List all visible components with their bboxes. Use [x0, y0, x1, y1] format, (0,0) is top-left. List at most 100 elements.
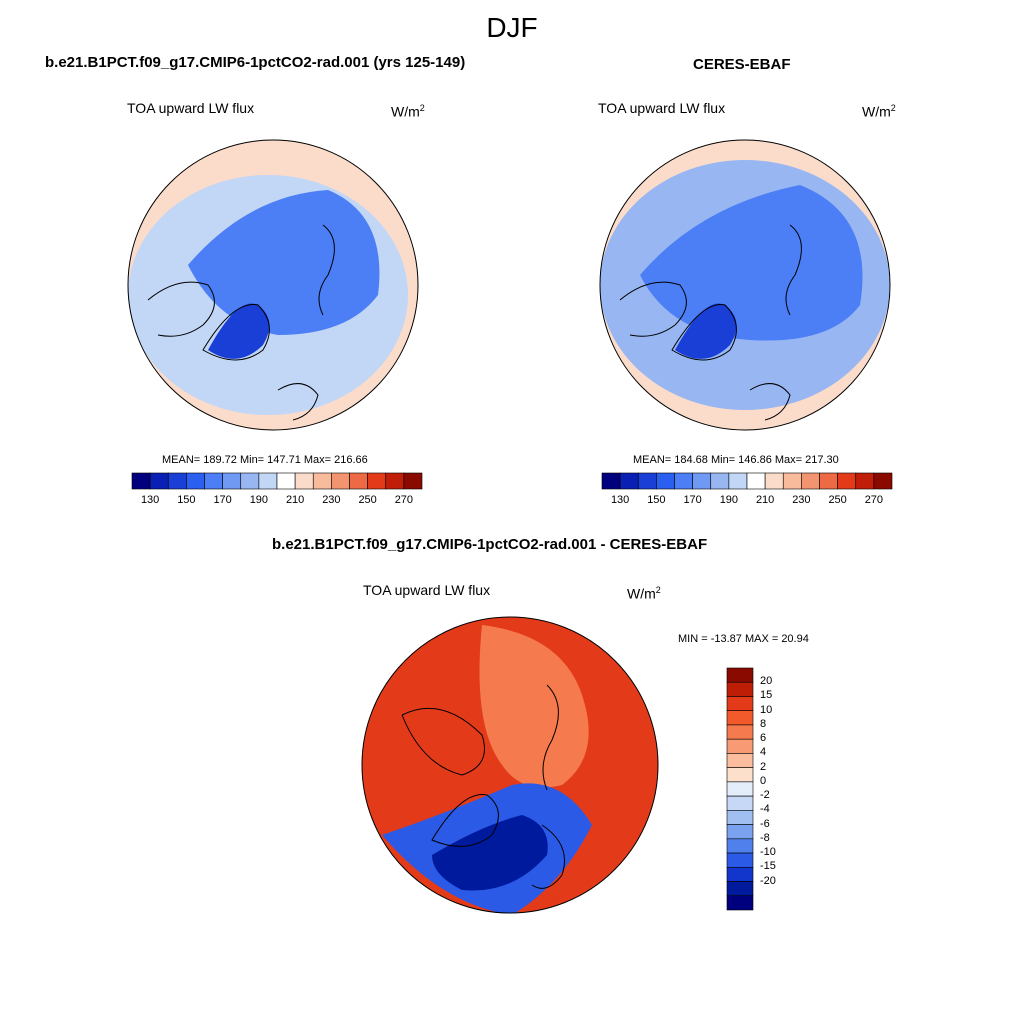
model-polar-map: [127, 139, 419, 431]
model-colorbar-swatch: [331, 472, 350, 490]
diff-colorbar-tick-label: 20: [760, 675, 773, 688]
model-colorbar-tick-label: 190: [249, 494, 269, 506]
model-variable-label: TOA upward LW flux: [127, 100, 255, 116]
season-title: DJF: [486, 12, 538, 43]
diff-colorbar-tick-label: 15: [760, 689, 773, 702]
diff-colorbar-swatch: [726, 667, 754, 683]
obs-polar-map: [599, 139, 891, 431]
obs-colorbar-tick-label: 270: [864, 494, 884, 506]
model-colorbar-swatch: [204, 472, 223, 490]
obs-colorbar-swatch: [764, 472, 784, 490]
obs-colorbar-labels: 130 150 170 190 210 230 250 270: [602, 494, 892, 508]
obs-colorbar-swatch: [674, 472, 693, 490]
obs-colorbar-tick-label: 130: [610, 494, 630, 506]
obs-coastlines: [619, 224, 802, 421]
model-colorbar-swatch: [149, 472, 169, 490]
model-colorbar: [131, 472, 423, 490]
obs-stats: MEAN= 184.68 Min= 146.86 Max= 217.30: [633, 454, 839, 466]
model-panel-title: b.e21.B1PCT.f09_g17.CMIP6-1pctCO2-rad.00…: [45, 54, 466, 71]
diff-colorbar-tick-label: -6: [760, 817, 770, 830]
model-map-border: [127, 139, 419, 431]
diff-colorbar-swatch: [726, 852, 754, 868]
diff-map-deep-cool-core: [432, 815, 548, 891]
model-colorbar-swatch: [294, 472, 314, 490]
diff-polar-map: [361, 616, 659, 914]
obs-colorbar-swatch: [801, 472, 820, 490]
model-colorbar-labels: 130 150 170 190 210 230 250 270: [132, 494, 422, 508]
diff-colorbar-swatch: [726, 738, 754, 754]
obs-colorbar-tick-label: 170: [683, 494, 702, 506]
obs-colorbar-tick-label: 250: [828, 494, 847, 506]
obs-colorbar-swatch: [819, 472, 838, 490]
diff-colorbar-tick-label: -15: [760, 860, 776, 873]
model-colorbar-swatch: [258, 472, 278, 490]
obs-colorbar-tick-label: 150: [647, 494, 666, 506]
model-colorbar-swatch: [385, 472, 405, 490]
model-colorbar-tick-label: 210: [285, 494, 305, 506]
model-map-arctic-low-field: [188, 190, 380, 335]
obs-colorbar: [601, 472, 893, 490]
diff-colorbar-tick-label: 2: [760, 760, 767, 773]
diff-colorbar-tick-label: 10: [760, 703, 773, 716]
diff-colorbar-swatch: [726, 866, 754, 882]
model-colorbar-swatch: [312, 472, 332, 490]
diff-colorbar-swatch: [726, 895, 754, 911]
diff-colorbar-swatch: [726, 767, 754, 783]
model-colorbar-swatch: [276, 472, 296, 490]
diff-colorbar-labels: 20 15 10 8 6 4 2 0 -2 -4 -6 -8 -10 -15 -20: [758, 668, 798, 910]
obs-colorbar-swatch: [710, 472, 730, 490]
obs-map-border: [599, 139, 891, 431]
model-colorbar-tick-label: 250: [358, 494, 377, 506]
obs-variable-label: TOA upward LW flux: [598, 100, 726, 116]
obs-colorbar-swatch: [619, 472, 639, 490]
model-map-greenland-low: [208, 303, 270, 359]
diff-map-warm-band: [479, 625, 589, 788]
diff-map-border: [361, 616, 659, 914]
model-colorbar-tick-label: 230: [322, 494, 341, 506]
diff-colorbar-swatch: [726, 838, 754, 854]
model-stats: MEAN= 189.72 Min= 147.71 Max= 216.66: [162, 454, 368, 466]
diff-colorbar-swatch: [726, 710, 754, 726]
diff-colorbar-tick-label: 6: [760, 732, 767, 745]
diff-colorbar-swatch: [726, 881, 754, 897]
model-colorbar-swatch: [367, 472, 387, 490]
diff-colorbar-tick-label: -4: [760, 803, 770, 816]
diff-panel-title: b.e21.B1PCT.f09_g17.CMIP6-1pctCO2-rad.00…: [272, 536, 708, 553]
obs-colorbar-tick-label: 210: [755, 494, 775, 506]
obs-colorbar-swatch: [601, 472, 621, 490]
model-colorbar-swatch: [131, 472, 151, 490]
obs-units-label: W/m2: [862, 103, 896, 120]
model-colorbar-tick-label: 270: [394, 494, 414, 506]
diff-colorbar-tick-label: 4: [760, 746, 767, 759]
model-colorbar-swatch: [240, 472, 260, 490]
obs-colorbar-swatch: [782, 472, 802, 490]
obs-colorbar-swatch: [637, 472, 657, 490]
obs-colorbar-tick-label: 190: [719, 494, 739, 506]
obs-colorbar-swatch: [855, 472, 875, 490]
model-colorbar-tick-label: 130: [140, 494, 160, 506]
obs-colorbar-swatch: [728, 472, 748, 490]
diff-colorbar-swatch: [726, 795, 754, 811]
obs-colorbar-swatch: [746, 472, 766, 490]
model-units-label: W/m2: [391, 103, 425, 120]
diff-variable-label: TOA upward LW flux: [363, 582, 491, 598]
diff-colorbar-tick-label: -8: [760, 831, 770, 844]
obs-colorbar-swatch: [873, 472, 893, 490]
diff-coastlines: [401, 684, 565, 889]
model-colorbar-swatch: [349, 472, 368, 490]
obs-map-arctic-low-field: [640, 185, 863, 341]
model-colorbar-swatch: [403, 472, 423, 490]
diff-stats: MIN = -13.87 MAX = 20.94: [678, 633, 809, 645]
obs-colorbar-swatch: [837, 472, 857, 490]
obs-panel-title: CERES-EBAF: [693, 56, 791, 73]
diff-colorbar-tick-label: 0: [760, 774, 767, 787]
diff-colorbar-tick-label: 8: [760, 717, 767, 730]
diff-units-label: W/m2: [627, 585, 661, 602]
diff-colorbar-swatch: [726, 753, 754, 768]
model-colorbar-tick-label: 150: [177, 494, 196, 506]
obs-map-greenland-low: [675, 303, 737, 359]
diff-colorbar-tick-label: -10: [760, 846, 776, 859]
model-colorbar-tick-label: 170: [213, 494, 232, 506]
obs-colorbar-tick-label: 230: [792, 494, 811, 506]
model-colorbar-swatch: [222, 472, 242, 490]
